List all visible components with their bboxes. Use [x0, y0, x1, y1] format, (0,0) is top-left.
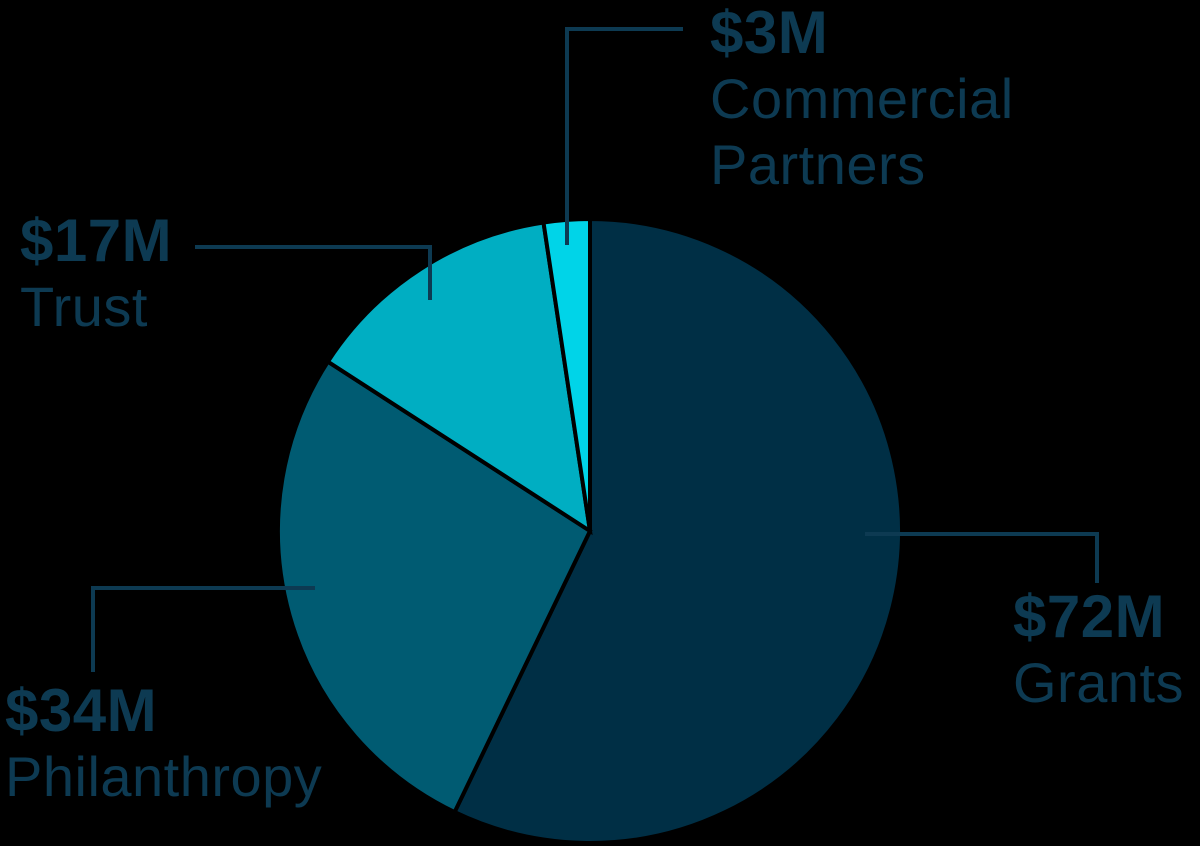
callout-label: Commercial Partners: [710, 67, 1014, 196]
callout-value: $3M: [710, 0, 829, 66]
callout-label: Grants: [1013, 651, 1185, 714]
callout-label: Philanthropy: [5, 745, 323, 808]
callout-label: Trust: [20, 275, 148, 338]
pie-slices: [275, 216, 904, 845]
pie-slice-trust: [325, 220, 593, 536]
callout-philanthropy: $34M Philanthropy: [5, 678, 322, 810]
pie-slice-philanthropy: [275, 358, 593, 815]
leader-line-trust: [195, 245, 432, 300]
callout-commercial-partners: $3M Commercial Partners: [710, 0, 1040, 198]
callout-value: $72M: [1013, 583, 1166, 650]
leader-lines: [91, 27, 1099, 672]
callout-value: $17M: [20, 207, 173, 274]
callout-grants: $72M Grants: [1013, 584, 1184, 716]
callout-value: $34M: [5, 677, 158, 744]
callout-trust: $17M Trust: [20, 208, 172, 340]
leader-line-commercial-partners: [565, 27, 683, 245]
pie-slice-grants: [451, 216, 904, 845]
leader-line-grants: [865, 532, 1099, 583]
leader-line-philanthropy: [91, 586, 315, 672]
